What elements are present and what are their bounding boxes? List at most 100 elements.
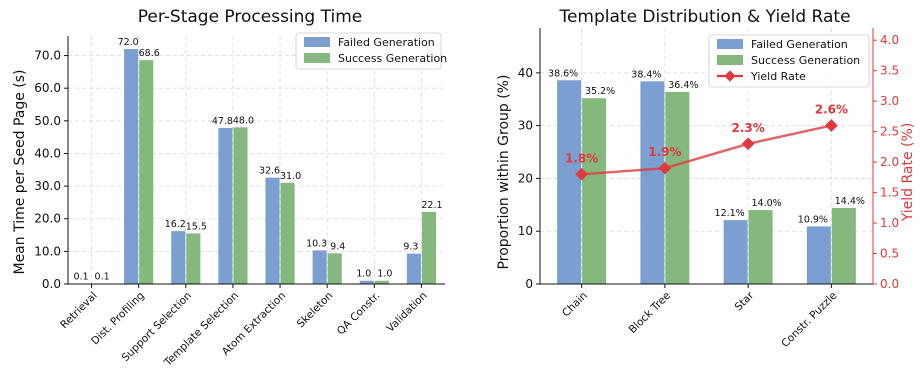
right-y-tick-label: 0 bbox=[525, 277, 533, 291]
right-y-tick-label: 30 bbox=[518, 119, 533, 133]
right-data-label-success-generation-star: 14.0% bbox=[752, 198, 782, 209]
right-legend: Failed Generation Success Generation Yield… bbox=[708, 34, 870, 88]
left-legend-frame bbox=[295, 32, 442, 70]
right-y2-ticks: 0.0 0.5 1.0 1.5 2.0 2.5 3.0 3.5 4.0 bbox=[872, 28, 899, 291]
right-legend-label-failed-generation: Failed Generation bbox=[751, 38, 848, 51]
left-legend: Failed Generation Success Generation bbox=[295, 32, 447, 70]
right-bar-failed-generation-constr-puzzle bbox=[806, 226, 831, 284]
left-bar-success-generation-skeleton bbox=[327, 253, 342, 284]
yield-rate-label-star: 2.3% bbox=[731, 121, 764, 135]
left-data-label-failed-generation-retrieval: 0.1 bbox=[73, 272, 88, 283]
left-bar-success-generation-template-selection bbox=[233, 127, 248, 284]
left-data-label-success-generation-atom-extraction: 31.0 bbox=[280, 171, 301, 182]
right-y-tick-label: 10 bbox=[518, 224, 533, 238]
right-x-tick-label-block-tree: Block Tree bbox=[627, 290, 673, 336]
left-bars: 0.1 0.1 72.068.6 16.2 15.5 47.8 48.0 32.6 31.0 10… bbox=[73, 37, 443, 285]
right-y-tick-label: 20 bbox=[518, 171, 533, 185]
right-x-tick-label-constr-puzzle: Constr. Puzzle bbox=[779, 290, 839, 350]
right-legend-label-yield-rate: Yield Rate bbox=[750, 70, 806, 83]
left-bar-failed-generation-qa-constr bbox=[359, 280, 374, 284]
right-y2-tick-label: 0.0 bbox=[880, 277, 899, 291]
left-y-tick-label: 50.0 bbox=[34, 114, 61, 128]
left-legend-swatch-failed-generation bbox=[304, 37, 330, 47]
right-bar-failed-generation-block-tree bbox=[640, 81, 665, 284]
right-data-label-failed-generation-chain: 38.6% bbox=[548, 68, 578, 79]
left-data-label-failed-generation-dist-profiling: 72.0 bbox=[118, 37, 139, 48]
right-data-label-failed-generation-constr-puzzle: 10.9% bbox=[798, 214, 828, 225]
right-bar-success-generation-chain bbox=[582, 98, 607, 285]
left-x-tick-label-validation: Validation bbox=[384, 290, 429, 335]
right-data-label-failed-generation-block-tree: 38.4% bbox=[631, 69, 661, 80]
left-bar-failed-generation-template-selection bbox=[218, 128, 233, 284]
right-y2-tick-label: 3.5 bbox=[880, 64, 899, 78]
left-data-label-success-generation-template-selection: 48.0 bbox=[233, 115, 254, 126]
left-bar-success-generation-support-selection bbox=[186, 233, 201, 284]
right-data-label-success-generation-constr-puzzle: 14.4% bbox=[835, 196, 865, 207]
right-y2-tick-label: 3.0 bbox=[880, 94, 899, 108]
left-y-tick-label: 70.0 bbox=[34, 49, 61, 63]
right-y2-tick-label: 2.0 bbox=[880, 155, 899, 169]
left-bar-failed-generation-validation bbox=[406, 253, 421, 284]
right-bars: 38.6% 35.2% 38.4% 36.4% 12.1% 14.0% 10.9% 14.4% bbox=[548, 68, 865, 285]
right-bar-success-generation-block-tree bbox=[665, 91, 690, 284]
left-bar-failed-generation-support-selection bbox=[171, 231, 186, 284]
left-bar-success-generation-dist-profiling bbox=[139, 60, 154, 284]
left-legend-label-failed-generation: Failed Generation bbox=[338, 36, 435, 49]
right-y2-tick-label: 2.5 bbox=[880, 125, 899, 139]
right-data-label-success-generation-chain: 35.2% bbox=[585, 86, 615, 97]
left-data-label-failed-generation-atom-extraction: 32.6 bbox=[259, 166, 280, 177]
left-data-label-success-generation-qa-constr: 1.0 bbox=[377, 269, 392, 280]
right-y-tick-label: 40 bbox=[518, 66, 533, 80]
left-y-tick-label: 60.0 bbox=[34, 81, 61, 95]
left-axes bbox=[67, 36, 445, 285]
yield-rate-line: 1.8% 1.9% 2.3% 2.6% bbox=[565, 103, 848, 181]
left-y-tick-label: 20.0 bbox=[34, 212, 61, 226]
left-x-tick-label-qa-constr: QA Constr. bbox=[335, 290, 383, 338]
right-legend-swatch-success-generation bbox=[717, 55, 743, 65]
right-y2-tick-label: 4.0 bbox=[880, 33, 899, 47]
left-bar-success-generation-qa-constr bbox=[374, 280, 389, 284]
left-legend-swatch-success-generation bbox=[304, 53, 330, 63]
left-y-tick-label: 0.0 bbox=[42, 277, 61, 291]
left-data-label-failed-generation-skeleton: 10.3 bbox=[306, 238, 327, 249]
right-data-label-failed-generation-star: 12.1% bbox=[715, 208, 745, 219]
right-x-tick-label-chain: Chain bbox=[560, 290, 590, 320]
yield-rate-point-constr-puzzle bbox=[825, 119, 838, 132]
left-data-label-success-generation-support-selection: 15.5 bbox=[186, 221, 207, 232]
yield-rate-label-chain: 1.8% bbox=[565, 151, 598, 165]
right-legend-frame bbox=[708, 34, 870, 88]
right-x-tick-label-star: Star bbox=[733, 289, 757, 313]
left-data-label-failed-generation-validation: 9.3 bbox=[403, 242, 418, 253]
right-bar-success-generation-constr-puzzle bbox=[831, 207, 856, 284]
right-y2-tick-label: 1.5 bbox=[880, 186, 899, 200]
right-y2-axis-label: Yield Rate (%) bbox=[900, 123, 916, 223]
left-data-label-success-generation-skeleton: 9.4 bbox=[330, 241, 345, 252]
yield-rate-polyline bbox=[581, 124, 832, 176]
left-chart: Per-Stage Processing Time Mean Time per … bbox=[12, 7, 447, 369]
left-y-ticks: 0.0 10.0 20.0 30.0 40.0 50.0 60.0 70.0 bbox=[34, 49, 68, 291]
yield-rate-point-star bbox=[741, 137, 755, 151]
left-data-label-success-generation-validation: 22.1 bbox=[421, 200, 442, 211]
left-x-tick-label-skeleton: Skeleton bbox=[295, 290, 336, 331]
left-data-label-success-generation-dist-profiling: 68.6 bbox=[139, 48, 160, 59]
right-legend-swatch-failed-generation bbox=[717, 39, 743, 49]
yield-rate-label-constr-puzzle: 2.6% bbox=[815, 103, 848, 117]
yield-rate-label-block-tree: 1.9% bbox=[648, 145, 681, 159]
right-bar-failed-generation-chain bbox=[557, 80, 582, 284]
left-grid bbox=[68, 36, 445, 285]
left-bar-success-generation-validation bbox=[421, 211, 437, 284]
left-bar-success-generation-atom-extraction bbox=[280, 182, 295, 284]
left-y-tick-label: 40.0 bbox=[34, 146, 61, 160]
left-data-label-failed-generation-qa-constr: 1.0 bbox=[356, 269, 371, 280]
right-chart-title: Template Distribution & Yield Rate bbox=[558, 7, 850, 27]
right-bar-success-generation-star bbox=[748, 210, 773, 284]
right-data-label-success-generation-block-tree: 36.4% bbox=[668, 80, 698, 91]
left-y-axis-label: Mean Time per Seed Page (s) bbox=[12, 69, 28, 274]
right-y-ticks: 0 10 20 30 40 bbox=[518, 66, 540, 291]
right-chart: Template Distribution & Yield Rate Propo… bbox=[496, 7, 916, 350]
right-legend-label-success-generation: Success Generation bbox=[751, 54, 860, 67]
right-x-ticks: Chain Block Tree Star Constr. Puzzle bbox=[560, 284, 839, 350]
left-bar-failed-generation-atom-extraction bbox=[265, 177, 280, 284]
